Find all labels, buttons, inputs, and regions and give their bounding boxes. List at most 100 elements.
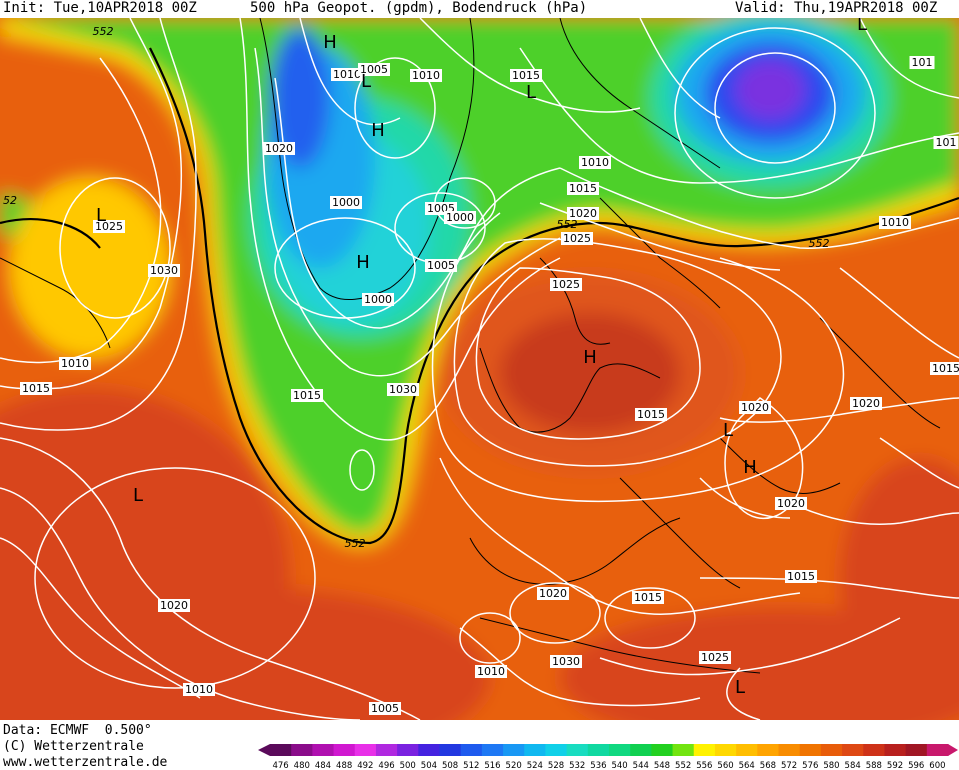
isobar-label-text: 1010 <box>581 156 609 169</box>
scale-label: 548 <box>654 761 670 770</box>
isobar-label-text: 1020 <box>777 497 805 510</box>
isobar-label-text: 1030 <box>150 264 178 277</box>
scale-swatch <box>884 744 907 756</box>
isobar-label: 1015 <box>635 408 667 421</box>
scale-swatch <box>291 744 313 756</box>
weather-map: 1010 1005 1010 1015 1020 1010 1015 1020 1025 1000… <box>0 18 959 720</box>
scale-swatch <box>566 744 589 756</box>
scale-swatch <box>905 744 928 756</box>
scale-swatch <box>333 744 356 756</box>
scale-label: 476 <box>272 761 288 770</box>
isobar-label: 1020 <box>775 497 807 510</box>
scale-swatch <box>270 744 292 756</box>
isobar-label-text: 1015 <box>932 362 959 375</box>
isobar-label: 1010 <box>331 68 363 81</box>
isobar-label: 1020 <box>850 397 882 410</box>
scale-label: 592 <box>887 761 903 770</box>
scale-swatch <box>375 744 398 756</box>
scale-label: 596 <box>908 761 924 770</box>
isobar-label: 101 <box>933 136 959 149</box>
scale-label: 484 <box>315 761 331 770</box>
high-pressure-center: H <box>583 347 597 368</box>
scale-label: 524 <box>527 761 543 770</box>
scale-swatch <box>354 744 377 756</box>
scale-label: 572 <box>781 761 797 770</box>
isobar-label-text: 101 <box>912 56 933 69</box>
scale-label: 488 <box>336 761 352 770</box>
high-pressure-center: H <box>371 120 385 141</box>
isobar-label: 1020 <box>158 599 190 612</box>
scale-swatch <box>926 744 949 756</box>
isobar-label: 1020 <box>263 142 295 155</box>
high-pressure-center: H <box>323 32 337 53</box>
geopot-552-contour <box>0 47 959 545</box>
map-title: 500 hPa Geopot. (gpdm), Bodendruck (hPa) <box>250 0 588 16</box>
scale-label: 532 <box>569 761 585 770</box>
scale-swatch <box>651 744 674 756</box>
isobar-label-text: 1015 <box>569 182 597 195</box>
isobar-label: 1025 <box>561 232 593 245</box>
isobar-label-text: 1010 <box>333 68 361 81</box>
isobar-label: 1010 <box>879 216 911 229</box>
scale-label: 588 <box>866 761 882 770</box>
isobar-label: 1025 <box>93 220 125 233</box>
isobar-label-text: 1005 <box>427 259 455 272</box>
scale-swatch <box>863 744 885 756</box>
isobar-label-text: 1000 <box>364 293 392 306</box>
color-scale-legend: 476 480 484 488 492 496 500 504 508 512 516 520 524 5… <box>258 744 958 770</box>
isobar-label: 1015 <box>510 69 542 82</box>
scale-swatch <box>418 744 440 756</box>
scale-label: 556 <box>696 761 712 770</box>
scale-label: 580 <box>823 761 839 770</box>
scale-arrow-left <box>258 744 270 756</box>
isobar-label-text: 1000 <box>446 211 474 224</box>
isobar-label: 1010 <box>183 683 215 696</box>
scale-label: 544 <box>633 761 649 770</box>
scale-label: 508 <box>442 761 458 770</box>
init-time: Init: Tue,10APR2018 00Z <box>3 0 197 16</box>
isobar-label-text: 1020 <box>741 401 769 414</box>
isobar-label-text: 1020 <box>852 397 880 410</box>
isobar-label: 1010 <box>475 665 507 678</box>
geopot-552-label: 552 <box>809 237 830 250</box>
scale-label: 512 <box>463 761 479 770</box>
isobar-label-text: 1010 <box>412 69 440 82</box>
isobar-label-text: 1020 <box>569 207 597 220</box>
isobar-label-text: 1025 <box>95 220 123 233</box>
scale-swatch <box>312 744 335 756</box>
high-pressure-center: H <box>356 252 370 273</box>
scale-swatch <box>439 744 462 756</box>
scale-label: 528 <box>548 761 564 770</box>
scale-label: 516 <box>484 761 500 770</box>
isobar-label-text: 1015 <box>22 382 50 395</box>
isobar-label-text: 1015 <box>787 570 815 583</box>
isobar-label-text: 1020 <box>539 587 567 600</box>
isobar-label: 1015 <box>632 591 664 604</box>
scale-swatch <box>630 744 652 756</box>
scale-swatch <box>714 744 737 756</box>
scale-label: 540 <box>611 761 627 770</box>
scale-label: 492 <box>357 761 373 770</box>
isobar-label: 1000 <box>362 293 394 306</box>
isobar-label: 1030 <box>550 655 582 668</box>
isobar-label: 1015 <box>930 362 959 375</box>
isobar-label: 1005 <box>358 63 390 76</box>
low-pressure-center: L <box>361 71 371 92</box>
isobar-label: 1000 <box>444 211 476 224</box>
scale-label: 496 <box>378 761 394 770</box>
geopot-552-label: 552 <box>557 218 578 231</box>
isobar-label: 1030 <box>387 383 419 396</box>
scale-label: 500 <box>400 761 416 770</box>
isobar-label: 1015 <box>20 382 52 395</box>
scale-label: 520 <box>506 761 522 770</box>
scale-swatch <box>545 744 568 756</box>
scale-swatch <box>609 744 631 756</box>
isobar-label: 1020 <box>537 587 569 600</box>
scale-swatch <box>693 744 716 756</box>
header: Init: Tue,10APR2018 00Z 500 hPa Geopot. … <box>0 0 959 18</box>
isobar-label: 1015 <box>567 182 599 195</box>
low-pressure-center: L <box>526 82 536 103</box>
isobar-label: 1010 <box>579 156 611 169</box>
isobar-label-text: 1015 <box>637 408 665 421</box>
scale-swatch <box>842 744 864 756</box>
